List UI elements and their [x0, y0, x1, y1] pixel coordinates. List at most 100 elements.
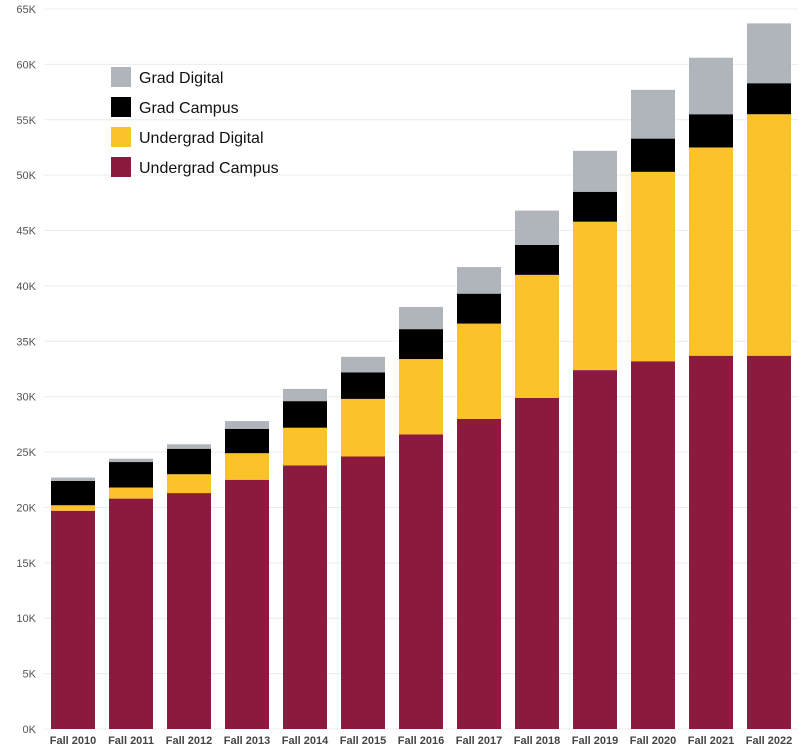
bar-stack-fall-2011	[109, 458, 153, 729]
bar-segment-grad-campus	[457, 293, 501, 324]
bar-segment-undergrad-campus	[457, 418, 501, 729]
x-category-label: Fall 2018	[514, 735, 560, 746]
bar-segment-grad-campus	[747, 83, 791, 115]
bar-segment-undergrad-digital	[283, 427, 327, 466]
bar-segment-undergrad-campus	[341, 456, 385, 729]
bar-segment-undergrad-digital	[109, 487, 153, 499]
bar-segment-undergrad-campus	[631, 361, 675, 729]
bar-segment-undergrad-campus	[51, 510, 95, 729]
legend-swatch	[111, 157, 131, 177]
bar-segment-grad-campus	[109, 462, 153, 488]
bar-segment-undergrad-campus	[689, 355, 733, 729]
bar-segment-undergrad-campus	[283, 465, 327, 729]
bar-segment-grad-campus	[225, 428, 269, 454]
bar-stack-fall-2014	[283, 388, 327, 729]
bar-stack-fall-2017	[457, 267, 501, 729]
x-category-label: Fall 2022	[746, 735, 792, 746]
bar-segment-undergrad-digital	[51, 505, 95, 511]
bar-segment-grad-digital	[457, 267, 501, 294]
y-axis-tick-labels: 0K 5K 10K 15K 20K 25K 30K 35K 40K 45K 50K 55K 60K 65K	[16, 4, 36, 736]
bar-segment-undergrad-campus	[225, 479, 269, 729]
bar-stack-fall-2012	[167, 444, 211, 729]
bar-segment-grad-digital	[225, 421, 269, 429]
bar-segment-undergrad-digital	[457, 323, 501, 419]
bar-segment-undergrad-digital	[689, 147, 733, 356]
bar-stack-fall-2010	[51, 477, 95, 729]
y-tick-label: 0K	[23, 724, 37, 736]
bar-segment-undergrad-campus	[399, 434, 443, 729]
y-tick-label: 20K	[16, 502, 36, 514]
y-tick-label: 25K	[16, 447, 36, 459]
bar-segment-grad-campus	[167, 448, 211, 475]
x-category-label: Fall 2013	[224, 735, 270, 746]
y-tick-label: 40K	[16, 281, 36, 293]
y-tick-label: 60K	[16, 59, 36, 71]
legend-item: Grad Campus	[111, 97, 239, 117]
bar-segment-grad-campus	[51, 480, 95, 506]
legend-swatch	[111, 127, 131, 147]
legend-swatch	[111, 67, 131, 87]
bar-segment-undergrad-digital	[341, 398, 385, 457]
bar-segment-undergrad-digital	[225, 453, 269, 480]
bar-segment-grad-digital	[515, 210, 559, 245]
bar-stack-fall-2021	[689, 57, 733, 729]
bar-segment-undergrad-campus	[747, 355, 791, 729]
legend-item: Undergrad Digital	[111, 127, 264, 147]
legend-swatch	[111, 97, 131, 117]
legend: Grad Digital Grad Campus Undergrad Digital…	[111, 67, 279, 177]
bar-segment-grad-digital	[51, 477, 95, 481]
y-tick-label: 10K	[16, 613, 36, 625]
bar-stack-fall-2019	[573, 150, 617, 729]
x-category-label: Fall 2015	[340, 735, 386, 746]
bar-segment-grad-campus	[573, 191, 617, 222]
y-tick-label: 15K	[16, 558, 36, 570]
legend-item: Grad Digital	[111, 67, 223, 87]
bar-segment-undergrad-digital	[631, 171, 675, 362]
x-category-label: Fall 2017	[456, 735, 502, 746]
x-category-label: Fall 2020	[630, 735, 676, 746]
y-tick-label: 45K	[16, 226, 36, 238]
y-tick-label: 65K	[16, 4, 36, 16]
bar-segment-grad-campus	[283, 401, 327, 428]
bar-segment-grad-digital	[167, 444, 211, 449]
bar-segment-undergrad-campus	[573, 370, 617, 729]
y-tick-label: 55K	[16, 115, 36, 127]
bar-stack-fall-2022	[747, 23, 791, 729]
bar-stack-fall-2013	[225, 421, 269, 729]
y-tick-label: 5K	[23, 669, 37, 681]
legend-label: Grad Digital	[139, 70, 223, 87]
bar-segment-undergrad-campus	[109, 498, 153, 729]
bar-segment-grad-campus	[631, 138, 675, 172]
bar-segment-undergrad-digital	[573, 221, 617, 371]
x-category-label: Fall 2021	[688, 735, 734, 746]
legend-item: Undergrad Campus	[111, 157, 279, 177]
x-axis-category-labels: Fall 2010 Fall 2011 Fall 2012 Fall 2013 Fall…	[50, 735, 792, 746]
bar-segment-grad-digital	[109, 458, 153, 463]
bar-segment-grad-digital	[631, 89, 675, 139]
bar-segment-grad-digital	[689, 57, 733, 115]
x-category-label: Fall 2010	[50, 735, 96, 746]
y-tick-label: 35K	[16, 336, 36, 348]
x-category-label: Fall 2014	[282, 735, 329, 746]
bar-segment-undergrad-digital	[167, 474, 211, 494]
bar-segment-grad-digital	[341, 356, 385, 373]
legend-label: Undergrad Digital	[139, 130, 264, 147]
bar-segment-undergrad-campus	[167, 493, 211, 729]
bar-segment-undergrad-campus	[515, 397, 559, 729]
x-category-label: Fall 2019	[572, 735, 618, 746]
bar-stack-fall-2020	[631, 89, 675, 729]
bar-segment-grad-campus	[399, 329, 443, 360]
bar-stack-fall-2015	[341, 356, 385, 729]
bar-segment-grad-digital	[399, 306, 443, 330]
bar-segment-grad-digital	[283, 388, 327, 402]
bar-segment-undergrad-digital	[747, 114, 791, 356]
bar-segment-undergrad-digital	[515, 274, 559, 398]
y-tick-label: 30K	[16, 392, 36, 404]
bar-segment-grad-campus	[515, 244, 559, 275]
bar-segment-grad-campus	[689, 114, 733, 148]
x-category-label: Fall 2011	[108, 735, 154, 746]
bar-stack-fall-2016	[399, 306, 443, 729]
legend-label: Grad Campus	[139, 100, 239, 117]
